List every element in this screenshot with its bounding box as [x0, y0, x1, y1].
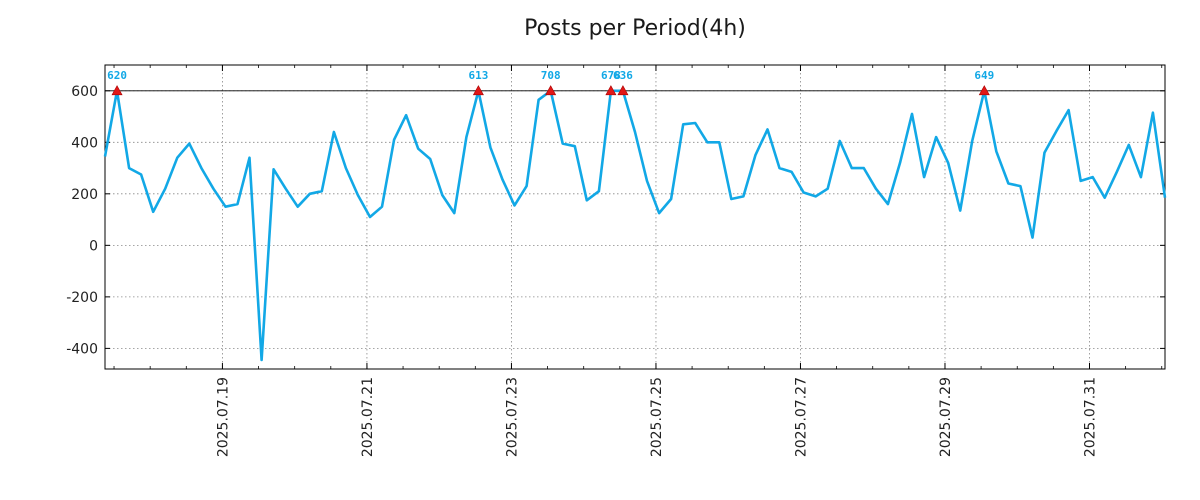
series-line — [103, 89, 1167, 362]
y-tick-label: 400 — [71, 135, 98, 151]
y-tick-label: -200 — [66, 290, 98, 306]
axis-layer: -400 -200 0 200 400 600 2025.07.19 2025.07.21 20… — [66, 64, 1166, 457]
y-tick-label: -400 — [66, 341, 98, 357]
x-tick-label: 2025.07.31 — [1082, 377, 1098, 457]
plot-frame — [104, 64, 1166, 370]
x-tick-label: 2025.07.23 — [504, 377, 520, 457]
x-tick-label: 2025.07.21 — [360, 377, 376, 457]
series-layer — [103, 89, 1167, 362]
peak-marker — [605, 85, 617, 96]
peak-marker — [545, 85, 557, 96]
peak-marker — [472, 85, 484, 96]
peak-label: 620 — [107, 69, 127, 82]
peak-label: 708 — [541, 69, 561, 82]
peak-marker — [617, 85, 629, 96]
x-tick-label: 2025.07.19 — [215, 377, 231, 457]
x-tick-label: 2025.07.27 — [793, 377, 809, 457]
x-tick-label: 2025.07.25 — [649, 377, 665, 457]
peak-label: 636 — [613, 69, 633, 82]
y-tick-label: 600 — [71, 84, 98, 100]
peak-label: 678 — [601, 69, 621, 82]
peak-marker — [978, 85, 990, 96]
x-tick-label: 2025.07.29 — [938, 377, 954, 457]
peak-label: 649 — [974, 69, 994, 82]
y-tick-label: 200 — [71, 187, 98, 203]
y-tick-label: 0 — [89, 238, 98, 254]
chart-title: Posts per Period(4h) — [524, 16, 746, 41]
peak-marker — [111, 85, 123, 96]
peak-label: 613 — [468, 69, 488, 82]
